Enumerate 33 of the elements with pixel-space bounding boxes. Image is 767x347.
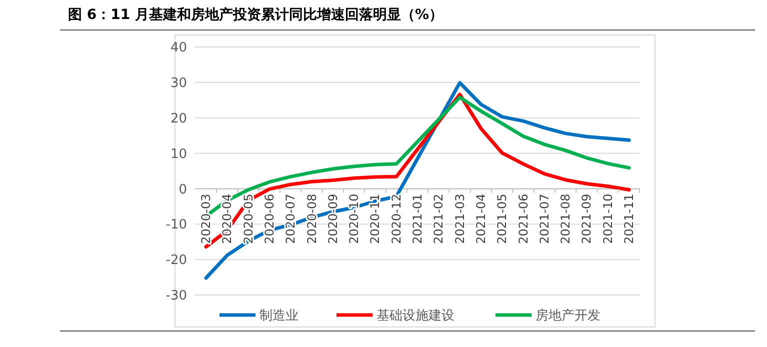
y-tick-label: 40 <box>170 40 187 56</box>
x-tick-label: 2020-11 <box>368 194 382 244</box>
x-tick-label: 2020-04 <box>220 194 234 244</box>
x-tick-label: 2020-07 <box>284 194 298 244</box>
y-tick-label: -30 <box>166 288 187 304</box>
y-tick-label: 20 <box>170 111 187 126</box>
x-tick-label: 2021-06 <box>516 194 530 244</box>
x-tick-label: 2021-04 <box>474 194 488 244</box>
x-tick-label: 2021-09 <box>580 194 594 244</box>
y-tick-label: -20 <box>166 253 187 268</box>
x-tick-label: 2021-08 <box>558 194 573 244</box>
x-tick-label: 2021-01 <box>410 194 424 244</box>
x-tick-label: 2020-06 <box>262 194 276 244</box>
x-tick-label: 2020-05 <box>241 194 256 244</box>
chart-title: 图 6：11 月基建和房地产投资累计同比增速回落明显（%） <box>68 6 443 23</box>
x-tick-label: 2020-09 <box>326 194 340 244</box>
x-tick-label: 2021-10 <box>600 194 615 244</box>
x-tick-label: 2021-11 <box>622 194 636 244</box>
y-tick-label: 10 <box>170 146 187 162</box>
y-tick-label: 30 <box>170 76 187 91</box>
legend-label: 基础设施建设 <box>376 308 454 324</box>
x-tick-label: 2020-10 <box>347 194 362 244</box>
x-tick-label: 2021-03 <box>452 194 467 244</box>
y-tick-label: 0 <box>178 182 187 198</box>
x-tick-label: 2020-12 <box>389 194 404 244</box>
legend-label: 房地产开发 <box>536 308 600 324</box>
x-tick-label: 2020-03 <box>199 194 213 244</box>
legend-label: 制造业 <box>260 308 298 324</box>
x-tick-label: 2021-02 <box>432 194 446 244</box>
x-tick-label: 2021-07 <box>537 194 552 244</box>
y-tick-label: -10 <box>166 218 187 233</box>
x-tick-label: 2021-05 <box>495 194 510 244</box>
x-tick-label: 2020-08 <box>304 194 319 244</box>
